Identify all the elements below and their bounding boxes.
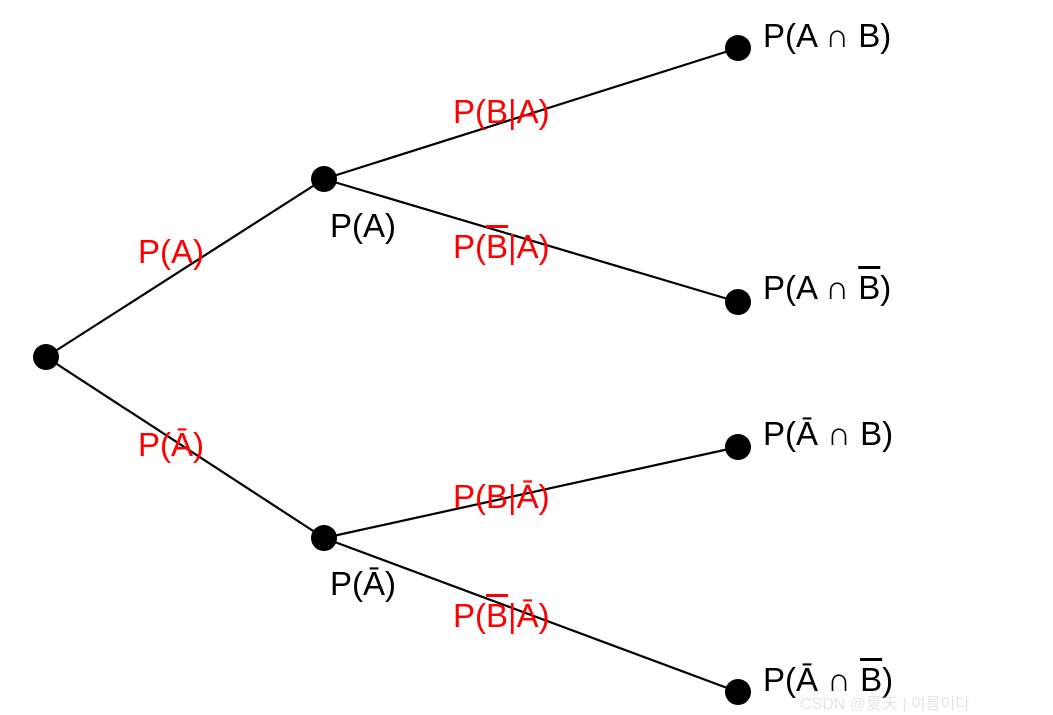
label-edge_PBgA: P(B|A) [453,93,550,131]
label-leaf_AcB: P(Ā ∩ B) [763,415,893,453]
label-leaf_AB: P(A ∩ B) [763,17,891,55]
node-AB [725,35,751,61]
label-leaf_ABc: P(A ∩ B) [763,269,891,307]
node-Ac [311,525,337,551]
label-edge_PBcgA: P(B|A) [453,228,550,266]
node-AcB [725,434,751,460]
label-node_PA: P(A) [330,207,396,245]
label-edge_PBgAc: P(B|Ā) [453,478,550,516]
label-edge_PAc: P(Ā) [138,426,204,464]
watermark-text: CSDN @夏天 | 여름이다 [800,690,970,714]
node-AcBc [725,679,751,705]
label-node_PAc: P(Ā) [330,565,396,603]
label-edge_PA: P(A) [138,233,204,271]
node-ABc [725,289,751,315]
node-A [311,166,337,192]
label-edge_PBcgAc: P(B|Ā) [453,597,550,635]
node-root [33,344,59,370]
